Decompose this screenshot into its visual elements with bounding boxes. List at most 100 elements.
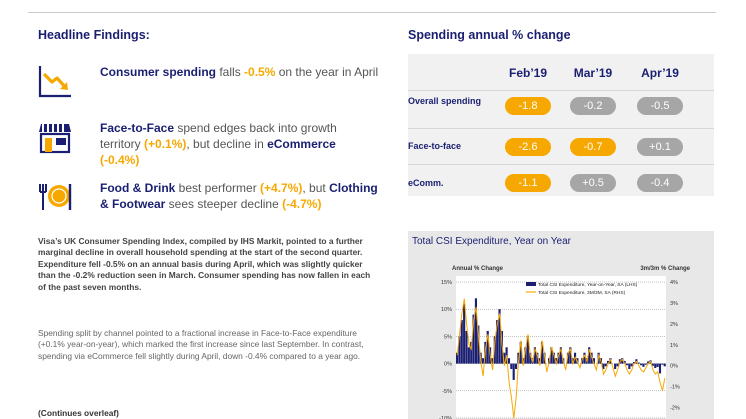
- series-bar: [569, 347, 572, 364]
- series-bar: [533, 347, 536, 364]
- series-bar: [536, 352, 539, 364]
- left-tick-label: -10%: [439, 416, 452, 419]
- series-bar: [463, 303, 466, 364]
- series-bar: [496, 320, 499, 364]
- finding-bold: Face-to-Face: [100, 121, 175, 135]
- finding-text-part: sees steeper decline: [165, 197, 283, 211]
- series-bar: [651, 363, 654, 366]
- finding-highlight: (+0.1%): [144, 137, 187, 151]
- value-pill: -0.5: [637, 97, 683, 115]
- finding-highlight: (-4.7%): [282, 197, 322, 211]
- series-bar: [529, 352, 532, 364]
- series-bar: [458, 336, 461, 364]
- series-bar: [540, 341, 544, 364]
- plot-area: [456, 276, 666, 418]
- right-tick-label: -1%: [670, 385, 680, 391]
- series-bar: [519, 341, 522, 364]
- row-label: Overall spending: [408, 96, 482, 106]
- series-bar: [555, 358, 558, 364]
- series-bar: [486, 330, 489, 364]
- series-bar: [632, 361, 636, 364]
- value-pill: -0.4: [637, 174, 683, 192]
- row-label: Face-to-face: [408, 141, 462, 151]
- finding-text-part: , but decline in: [186, 137, 268, 151]
- series-bar: [557, 352, 560, 364]
- series-bar: [524, 347, 527, 364]
- series-bar: [512, 363, 515, 380]
- chart-title: Total CSI Expenditure, Year on Year: [412, 236, 572, 247]
- series-bar: [538, 358, 541, 364]
- right-tick-label: -2%: [670, 406, 680, 412]
- series-bar: [507, 358, 511, 364]
- column-header: Apr’19: [641, 66, 679, 80]
- right-tick-label: 2%: [670, 322, 678, 328]
- series-bar: [477, 325, 480, 364]
- series-bar: [621, 358, 624, 364]
- series-bar: [609, 358, 612, 364]
- series-bar: [656, 363, 659, 367]
- series-bar: [566, 352, 570, 364]
- value-pill: -1.1: [505, 174, 551, 192]
- finding-text-part: falls: [216, 65, 245, 79]
- series-bar: [663, 363, 666, 367]
- finding-text: Food & Drink best performer (+4.7%), but…: [100, 180, 380, 212]
- series-bar: [472, 314, 475, 364]
- series-bar: [514, 363, 518, 370]
- row-divider: [408, 128, 714, 129]
- value-pill: -1.8: [505, 97, 551, 115]
- finding-text-part: , but: [302, 181, 330, 195]
- series-bar: [654, 363, 657, 368]
- series-bar: [526, 336, 529, 364]
- series-bar: [630, 363, 633, 367]
- series-bar: [658, 363, 662, 374]
- finding-bold: eCommerce: [267, 137, 336, 151]
- value-pill: -0.2: [570, 97, 616, 115]
- value-pill: +0.1: [637, 138, 683, 156]
- series-bar: [467, 347, 470, 364]
- finding-text-part: best performer: [175, 181, 261, 195]
- headline-findings-title: Headline Findings:: [38, 28, 150, 42]
- legend-label: Total CSI Expenditure, Year-on-Year, SA …: [538, 282, 638, 288]
- left-axis-label: Annual % Change: [452, 266, 504, 272]
- right-tick-label: 1%: [670, 343, 678, 349]
- finding-highlight: -0.5%: [244, 65, 276, 79]
- right-axis-label: 3m/3m % Change: [640, 266, 690, 272]
- series-bar: [583, 352, 586, 364]
- series-bar: [456, 352, 459, 364]
- down-trend-chart-icon: [38, 66, 71, 98]
- series-bar: [552, 352, 555, 364]
- csi-expenditure-chart: Annual % Change 3m/3m % Change 15% 10% 5% 0% -…: [439, 266, 691, 419]
- left-tick-label: 10%: [441, 307, 452, 313]
- summary-paragraph: Visa’s UK Consumer Spending Index, compi…: [38, 236, 371, 292]
- finding-highlight: (+4.7%): [260, 181, 303, 195]
- finding-bold: Food & Drink: [100, 181, 176, 195]
- series-bar: [616, 363, 619, 367]
- row-divider: [408, 164, 714, 165]
- series-bar: [614, 363, 617, 370]
- series-bar: [550, 347, 553, 364]
- series-bar: [661, 363, 664, 365]
- series-bar: [510, 363, 513, 370]
- series-bar: [474, 298, 477, 364]
- series-bar: [625, 363, 629, 366]
- series-bar: [637, 362, 640, 364]
- series-bar: [644, 363, 647, 365]
- series-bar: [503, 352, 506, 364]
- series-bar: [588, 347, 591, 364]
- series-bar: [642, 363, 645, 367]
- food-drink-icon: [39, 184, 72, 210]
- series-line: [456, 298, 666, 419]
- column-header: Feb’19: [508, 66, 547, 80]
- finding-bold: Consumer spending: [100, 65, 217, 79]
- legend-swatch-bar: [526, 282, 536, 286]
- row-label: eComm.: [408, 178, 444, 188]
- finding-text: Face-to-Face spend edges back into growt…: [100, 120, 380, 168]
- finding-highlight: (-0.4%): [100, 153, 140, 167]
- series-bar: [628, 363, 631, 370]
- continues-note: (Continues overleaf): [38, 408, 119, 418]
- series-bar: [481, 358, 485, 364]
- series-bar: [647, 361, 650, 364]
- series-bar: [460, 320, 463, 364]
- finding-bold: Clothing & Footwear: [100, 181, 378, 211]
- series-bar: [640, 363, 643, 366]
